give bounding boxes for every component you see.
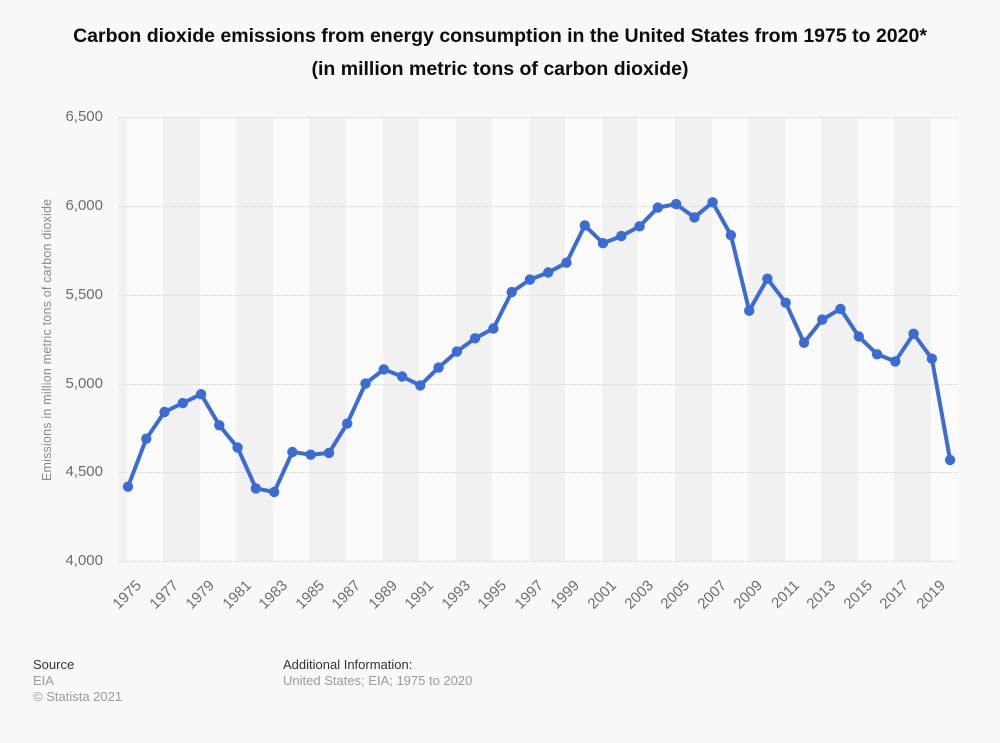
data-point xyxy=(360,378,371,389)
copyright-notice: © Statista 2021 xyxy=(33,689,123,704)
gridline xyxy=(119,561,958,562)
data-point xyxy=(342,418,353,429)
data-point xyxy=(579,220,590,231)
data-point xyxy=(926,353,938,364)
source-label: Source xyxy=(33,657,75,672)
data-point xyxy=(250,483,262,494)
data-point xyxy=(323,447,335,459)
data-point xyxy=(543,267,554,278)
data-point xyxy=(159,406,170,418)
data-point xyxy=(616,230,627,242)
background-band xyxy=(711,117,749,562)
y-tick-label: 4,500 xyxy=(65,463,103,481)
background-band xyxy=(272,117,310,562)
data-point xyxy=(506,286,517,298)
background-band xyxy=(638,117,675,562)
data-point xyxy=(524,274,536,285)
data-point xyxy=(122,481,134,492)
gridline xyxy=(119,205,958,207)
gridline xyxy=(119,294,958,296)
background-band xyxy=(419,117,456,562)
data-point xyxy=(396,371,408,382)
data-point xyxy=(817,314,828,325)
data-point xyxy=(287,446,298,458)
data-point xyxy=(944,454,956,466)
data-point xyxy=(214,420,225,431)
source-block: Source EIA © Statista 2021 xyxy=(33,656,122,705)
additional-info-label: Additional Information: xyxy=(283,657,413,672)
y-tick-label: 5,000 xyxy=(65,374,103,392)
data-point xyxy=(908,328,919,339)
data-point xyxy=(744,305,755,316)
data-point xyxy=(634,221,645,232)
data-point xyxy=(415,380,426,391)
data-point xyxy=(835,303,846,315)
data-point xyxy=(871,349,883,360)
y-axis-title: Emissions in million metric tons of carb… xyxy=(40,198,54,481)
additional-info-value: United States; EIA; 1975 to 2020 xyxy=(283,673,473,688)
data-point xyxy=(305,449,316,460)
plot-area xyxy=(119,117,958,562)
data-point xyxy=(488,323,499,334)
emissions-line-series xyxy=(126,200,953,494)
data-point xyxy=(469,333,481,344)
data-point xyxy=(780,297,791,308)
data-point xyxy=(670,198,682,210)
data-point xyxy=(890,356,901,367)
data-point xyxy=(177,397,188,409)
data-point xyxy=(195,389,207,400)
background-band xyxy=(565,117,602,562)
data-point xyxy=(853,331,864,342)
data-point xyxy=(798,337,810,348)
emissions-series-svg xyxy=(122,197,956,498)
data-point xyxy=(141,433,152,444)
data-point xyxy=(232,442,243,453)
background-band xyxy=(199,117,237,562)
data-point xyxy=(378,364,389,375)
data-point xyxy=(725,230,737,241)
gridline xyxy=(119,383,958,385)
additional-info-block: Additional Information: United States; E… xyxy=(283,656,472,689)
data-point xyxy=(652,202,663,213)
y-tick-label: 6,000 xyxy=(65,196,103,214)
data-point xyxy=(597,238,609,249)
data-point xyxy=(451,346,463,357)
gridline xyxy=(119,117,958,118)
source-value[interactable]: EIA xyxy=(33,673,54,688)
y-tick-label: 4,000 xyxy=(65,552,103,570)
y-tick-label: 6,500 xyxy=(65,108,103,125)
background-band xyxy=(930,117,958,562)
y-tick-label: 5,500 xyxy=(65,285,103,303)
background-band xyxy=(492,117,529,562)
data-point xyxy=(707,197,718,208)
data-point xyxy=(561,257,572,268)
data-point xyxy=(689,212,700,223)
background-band xyxy=(346,117,383,562)
gridline xyxy=(119,472,958,474)
data-point xyxy=(269,486,280,498)
chart-title: Carbon dioxide emissions from energy con… xyxy=(73,25,927,80)
data-point xyxy=(433,362,444,373)
data-point xyxy=(762,273,773,284)
